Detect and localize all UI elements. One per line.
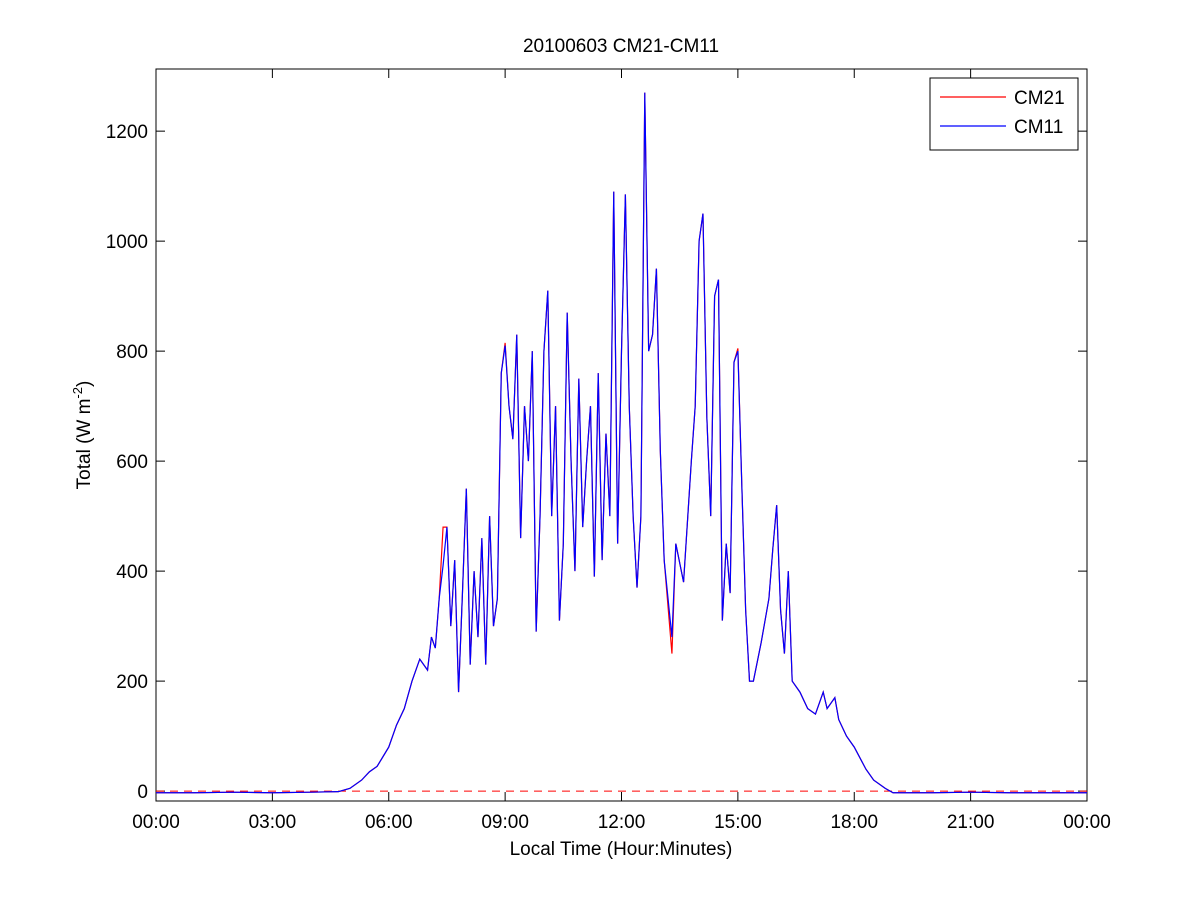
- axes-box: [155, 68, 1088, 802]
- y-label-text: Total (W m: [74, 399, 95, 490]
- x-tick-label: 00:00: [1063, 812, 1111, 833]
- x-tick-label: 15:00: [714, 812, 762, 833]
- y-axis-label: Total (W m-2): [70, 381, 95, 490]
- y-label-sup: -2: [70, 387, 85, 399]
- x-tick-label: 21:00: [947, 812, 995, 833]
- y-tick-label: 400: [116, 562, 148, 583]
- y-tick-label: 1000: [106, 232, 148, 253]
- y-label-end: ): [74, 381, 95, 387]
- x-tick-label: 06:00: [365, 812, 413, 833]
- y-tick-label: 1200: [106, 122, 148, 143]
- legend-label: CM11: [1014, 117, 1063, 138]
- y-tick-label: 0: [137, 782, 148, 803]
- x-axis-label: Local Time (Hour:Minutes): [510, 839, 733, 860]
- y-tick-label: 200: [116, 672, 148, 693]
- legend-label: CM21: [1014, 88, 1065, 109]
- x-tick-label: 09:00: [481, 812, 529, 833]
- chart-title: 20100603 CM21-CM11: [523, 36, 719, 57]
- y-tick-label: 800: [116, 342, 148, 363]
- legend-box: [929, 77, 1079, 151]
- y-tick-label: 600: [116, 452, 148, 473]
- x-tick-label: 03:00: [249, 812, 297, 833]
- x-tick-label: 00:00: [132, 812, 180, 833]
- x-tick-label: 18:00: [830, 812, 878, 833]
- x-tick-label: 12:00: [598, 812, 646, 833]
- data-line: [156, 92, 1087, 794]
